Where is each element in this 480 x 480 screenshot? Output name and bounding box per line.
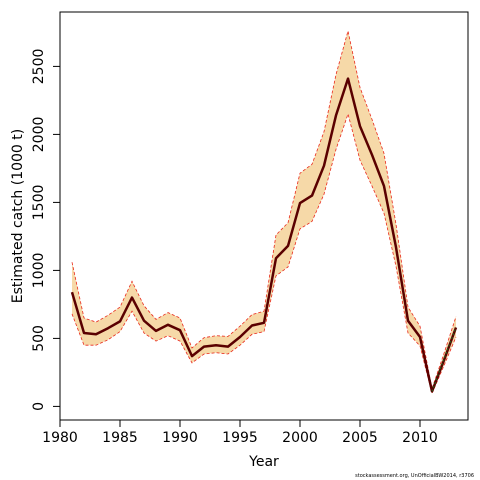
y-axis-title: Estimated catch (1000 t): [10, 129, 26, 303]
y-tick-label: 0: [31, 402, 47, 411]
y-tick-label: 1500: [31, 185, 47, 221]
x-tick-label: 2005: [342, 430, 378, 446]
estimate-line: [70, 77, 458, 393]
x-tick-label: 2000: [282, 430, 318, 446]
upper-bound-line: [71, 30, 457, 391]
estimate-line-layer: [70, 77, 458, 393]
x-tick-label: 2010: [402, 430, 438, 446]
x-axis-title: Year: [248, 454, 279, 470]
x-tick-label: 1985: [102, 430, 138, 446]
lower-bound-line: [71, 112, 457, 395]
x-tick-label: 1980: [42, 430, 78, 446]
y-tick-label: 500: [31, 325, 47, 352]
observed-segment: [431, 327, 457, 392]
y-tick-label: 2500: [31, 49, 47, 85]
plot-frame: [59, 11, 469, 421]
axes: 1980 1985 1990 1995 2000 2005 2010 0 500 1000 1500…: [31, 49, 438, 446]
credit-text: stockassessment.org, UnOfficialBW2014, r…: [355, 473, 474, 479]
x-tick-label: 1990: [162, 430, 198, 446]
y-tick-label: 1000: [31, 253, 47, 289]
x-tick-label: 1995: [222, 430, 258, 446]
y-tick-label: 2000: [31, 117, 47, 153]
